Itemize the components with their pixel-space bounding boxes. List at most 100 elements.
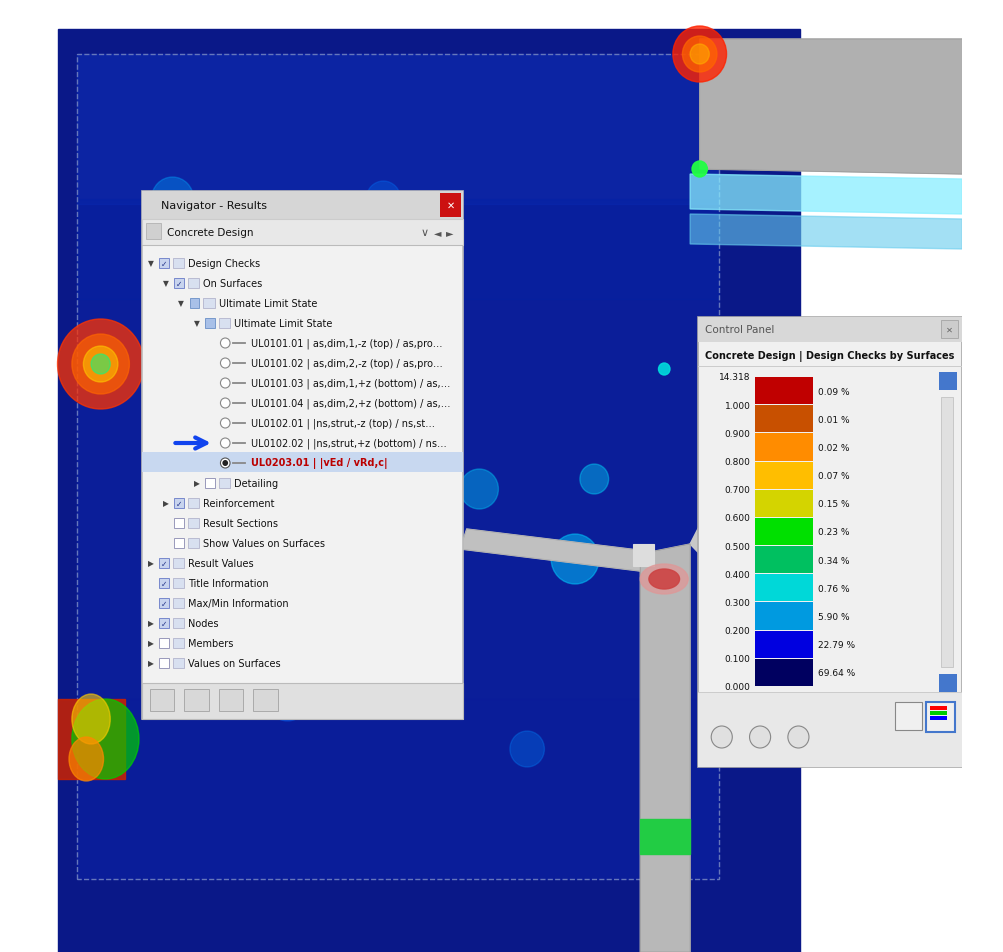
- Bar: [173, 559, 184, 568]
- Circle shape: [459, 469, 497, 509]
- Text: 22.79 %: 22.79 %: [816, 641, 854, 649]
- Bar: [925, 703, 954, 732]
- Bar: [158, 559, 169, 568]
- Bar: [145, 224, 160, 240]
- Circle shape: [691, 162, 707, 178]
- Text: UL0101.02 | as,dim,2,-z (top) / as,pro…: UL0101.02 | as,dim,2,-z (top) / as,pro…: [251, 358, 442, 368]
- Text: ✓: ✓: [160, 599, 166, 608]
- Circle shape: [672, 27, 726, 83]
- Bar: [158, 579, 169, 588]
- Bar: [939, 372, 956, 390]
- Bar: [219, 479, 230, 488]
- Bar: [175, 519, 184, 528]
- Bar: [697, 318, 961, 343]
- Polygon shape: [640, 545, 689, 952]
- Bar: [754, 490, 812, 517]
- Text: 0.02 %: 0.02 %: [816, 444, 849, 452]
- Text: ▼: ▼: [194, 319, 200, 328]
- Circle shape: [689, 45, 708, 65]
- Text: ✓: ✓: [176, 499, 183, 508]
- Bar: [205, 479, 215, 488]
- Bar: [76, 55, 718, 205]
- Circle shape: [57, 320, 143, 409]
- Bar: [203, 299, 215, 308]
- Text: 0.01 %: 0.01 %: [816, 415, 849, 425]
- Bar: [173, 619, 184, 628]
- Bar: [929, 711, 946, 715]
- Text: UL0101.04 | as,dim,2,+z (bottom) / as,…: UL0101.04 | as,dim,2,+z (bottom) / as,…: [251, 398, 450, 408]
- Text: ✓: ✓: [160, 619, 166, 627]
- Ellipse shape: [787, 726, 808, 748]
- Text: Members: Members: [188, 639, 233, 648]
- Text: Ultimate Limit State: Ultimate Limit State: [234, 319, 332, 328]
- Circle shape: [366, 182, 400, 218]
- Text: 0.600: 0.600: [724, 514, 750, 523]
- Bar: [173, 579, 184, 588]
- Text: ▼: ▼: [147, 259, 153, 268]
- Text: 0.15 %: 0.15 %: [816, 500, 849, 508]
- Text: ◄: ◄: [434, 228, 441, 238]
- Bar: [219, 689, 243, 711]
- Text: Design Checks: Design Checks: [188, 259, 260, 268]
- Bar: [929, 716, 946, 721]
- Bar: [754, 575, 812, 602]
- Bar: [929, 706, 946, 710]
- Text: Values on Surfaces: Values on Surfaces: [188, 659, 280, 668]
- Text: 0.300: 0.300: [724, 598, 750, 607]
- Circle shape: [151, 178, 194, 222]
- Ellipse shape: [640, 565, 687, 594]
- Text: ✓: ✓: [160, 559, 166, 568]
- Text: 0.34 %: 0.34 %: [816, 556, 849, 565]
- Bar: [754, 631, 812, 658]
- Circle shape: [162, 520, 221, 580]
- Bar: [940, 398, 952, 667]
- Circle shape: [91, 355, 110, 374]
- Ellipse shape: [72, 694, 110, 744]
- Polygon shape: [57, 30, 799, 952]
- Bar: [188, 519, 200, 528]
- Text: ▶: ▶: [147, 559, 153, 568]
- Bar: [158, 639, 169, 648]
- Text: Result Values: Result Values: [188, 559, 253, 568]
- Circle shape: [311, 454, 359, 505]
- Bar: [190, 299, 200, 308]
- Text: On Surfaces: On Surfaces: [203, 279, 262, 288]
- Text: ✕: ✕: [946, 326, 953, 334]
- Ellipse shape: [72, 700, 138, 779]
- Bar: [76, 200, 718, 300]
- Text: ▶: ▶: [147, 639, 153, 647]
- Circle shape: [72, 335, 129, 394]
- Bar: [754, 519, 812, 545]
- Bar: [632, 545, 653, 566]
- Text: 0.000: 0.000: [724, 683, 750, 692]
- Text: ✓: ✓: [176, 279, 183, 288]
- Circle shape: [266, 677, 308, 722]
- Circle shape: [221, 459, 230, 468]
- Bar: [439, 194, 460, 218]
- Bar: [158, 259, 169, 268]
- Text: 0.900: 0.900: [724, 429, 750, 439]
- Text: ✕: ✕: [446, 201, 454, 210]
- Bar: [253, 689, 278, 711]
- Text: 0.800: 0.800: [724, 458, 750, 466]
- Text: 0.07 %: 0.07 %: [816, 471, 849, 481]
- Bar: [754, 659, 812, 686]
- Circle shape: [580, 465, 608, 494]
- Bar: [754, 378, 812, 405]
- Text: ▶: ▶: [147, 659, 153, 667]
- Text: 0.76 %: 0.76 %: [816, 585, 849, 593]
- Circle shape: [221, 379, 230, 388]
- Circle shape: [221, 439, 230, 448]
- Text: 0.200: 0.200: [724, 626, 750, 636]
- Text: 69.64 %: 69.64 %: [816, 668, 854, 678]
- Text: Reinforcement: Reinforcement: [203, 499, 275, 508]
- Text: Show Values on Surfaces: Show Values on Surfaces: [203, 539, 325, 548]
- Bar: [173, 639, 184, 648]
- Text: ▼: ▼: [179, 299, 184, 308]
- Text: 5.90 %: 5.90 %: [816, 612, 849, 622]
- Text: Concrete Design | Design Checks by Surfaces: Concrete Design | Design Checks by Surfa…: [705, 351, 954, 362]
- Bar: [188, 279, 200, 288]
- Bar: [173, 599, 184, 608]
- Bar: [158, 619, 169, 628]
- Text: ▶: ▶: [147, 619, 153, 627]
